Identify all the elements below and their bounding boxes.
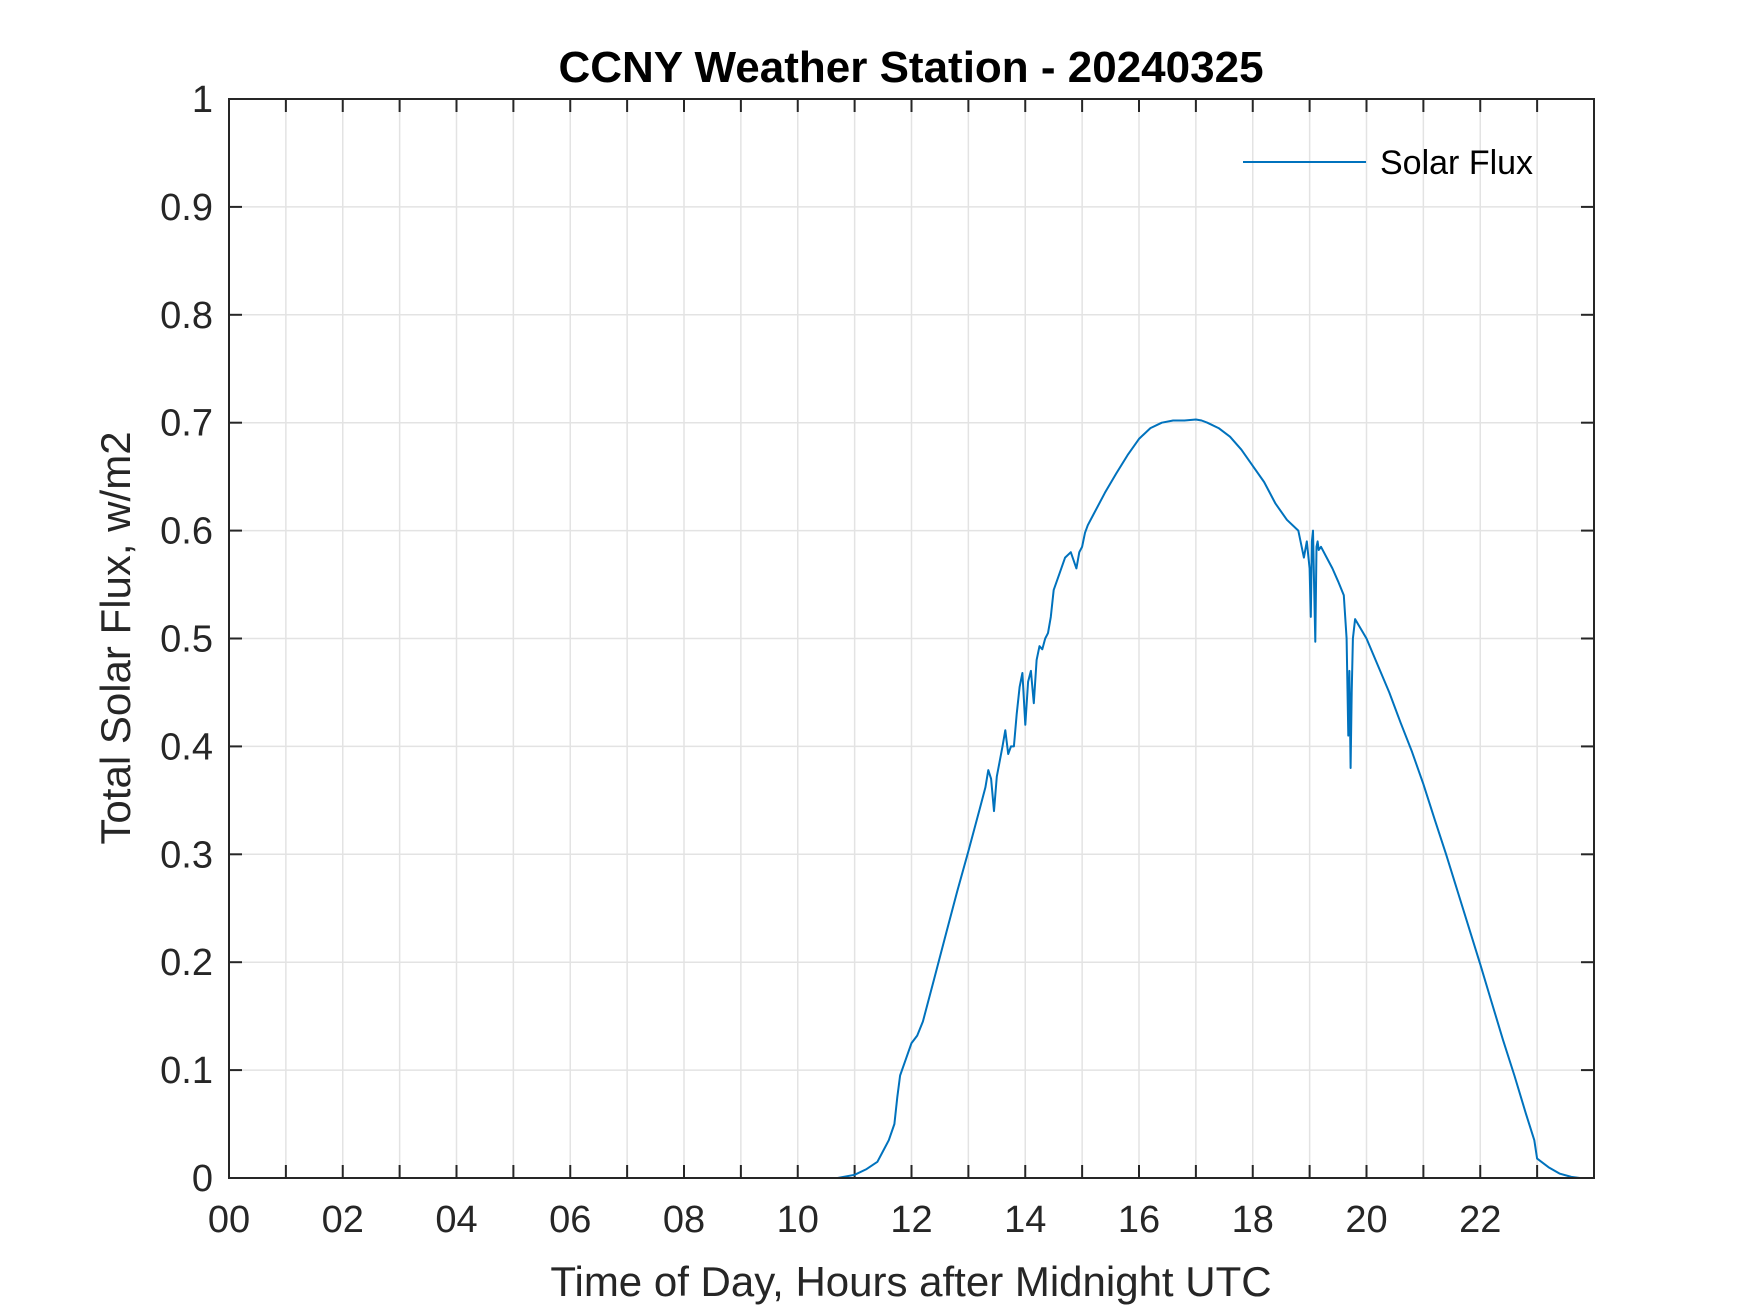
y-tick-labels: 0 0.1 0.2 0.3 0.4 0.5 0.6 0.7 0.8 0.9 1 [160, 79, 213, 1200]
x-tick-label: 04 [435, 1199, 477, 1241]
y-tick-label: 0.6 [160, 511, 213, 553]
x-tick-label: 14 [1004, 1199, 1046, 1241]
x-tick-label: 12 [890, 1199, 932, 1241]
x-tick-label: 00 [208, 1199, 250, 1241]
y-tick-label: 0 [192, 1158, 213, 1200]
x-tick-label: 10 [777, 1199, 819, 1241]
x-tick-label: 18 [1232, 1199, 1274, 1241]
x-axis-label: Time of Day, Hours after Midnight UTC [550, 1258, 1271, 1305]
legend: Solar Flux [1243, 144, 1533, 182]
x-tick-label: 08 [663, 1199, 705, 1241]
y-axis-label: Total Solar Flux, w/m2 [92, 431, 139, 844]
y-tick-label: 0.1 [160, 1050, 213, 1092]
y-tick-label: 0.7 [160, 403, 213, 445]
y-tick-label: 0.8 [160, 295, 213, 337]
legend-label-solar-flux: Solar Flux [1380, 144, 1533, 182]
x-tick-labels: 00 02 04 06 08 10 12 14 16 18 20 22 [208, 1199, 1502, 1241]
x-tick-label: 20 [1345, 1199, 1387, 1241]
grid-lines [229, 99, 1594, 1178]
chart-title: CCNY Weather Station - 20240325 [558, 43, 1263, 92]
series-line-solar-flux [229, 418, 1589, 1179]
x-tick-label: 22 [1459, 1199, 1501, 1241]
axis-ticks [229, 98, 1594, 1179]
x-tick-label: 16 [1118, 1199, 1160, 1241]
y-tick-label: 0.2 [160, 942, 213, 984]
y-tick-label: 0.5 [160, 619, 213, 661]
y-tick-label: 0.9 [160, 187, 213, 229]
series-layer [229, 418, 1589, 1179]
plot-frame [228, 98, 1595, 1179]
x-tick-label: 06 [549, 1199, 591, 1241]
y-tick-label: 1 [192, 79, 213, 121]
y-tick-label: 0.3 [160, 834, 213, 876]
x-tick-label: 02 [322, 1199, 364, 1241]
y-tick-label: 0.4 [160, 726, 213, 768]
